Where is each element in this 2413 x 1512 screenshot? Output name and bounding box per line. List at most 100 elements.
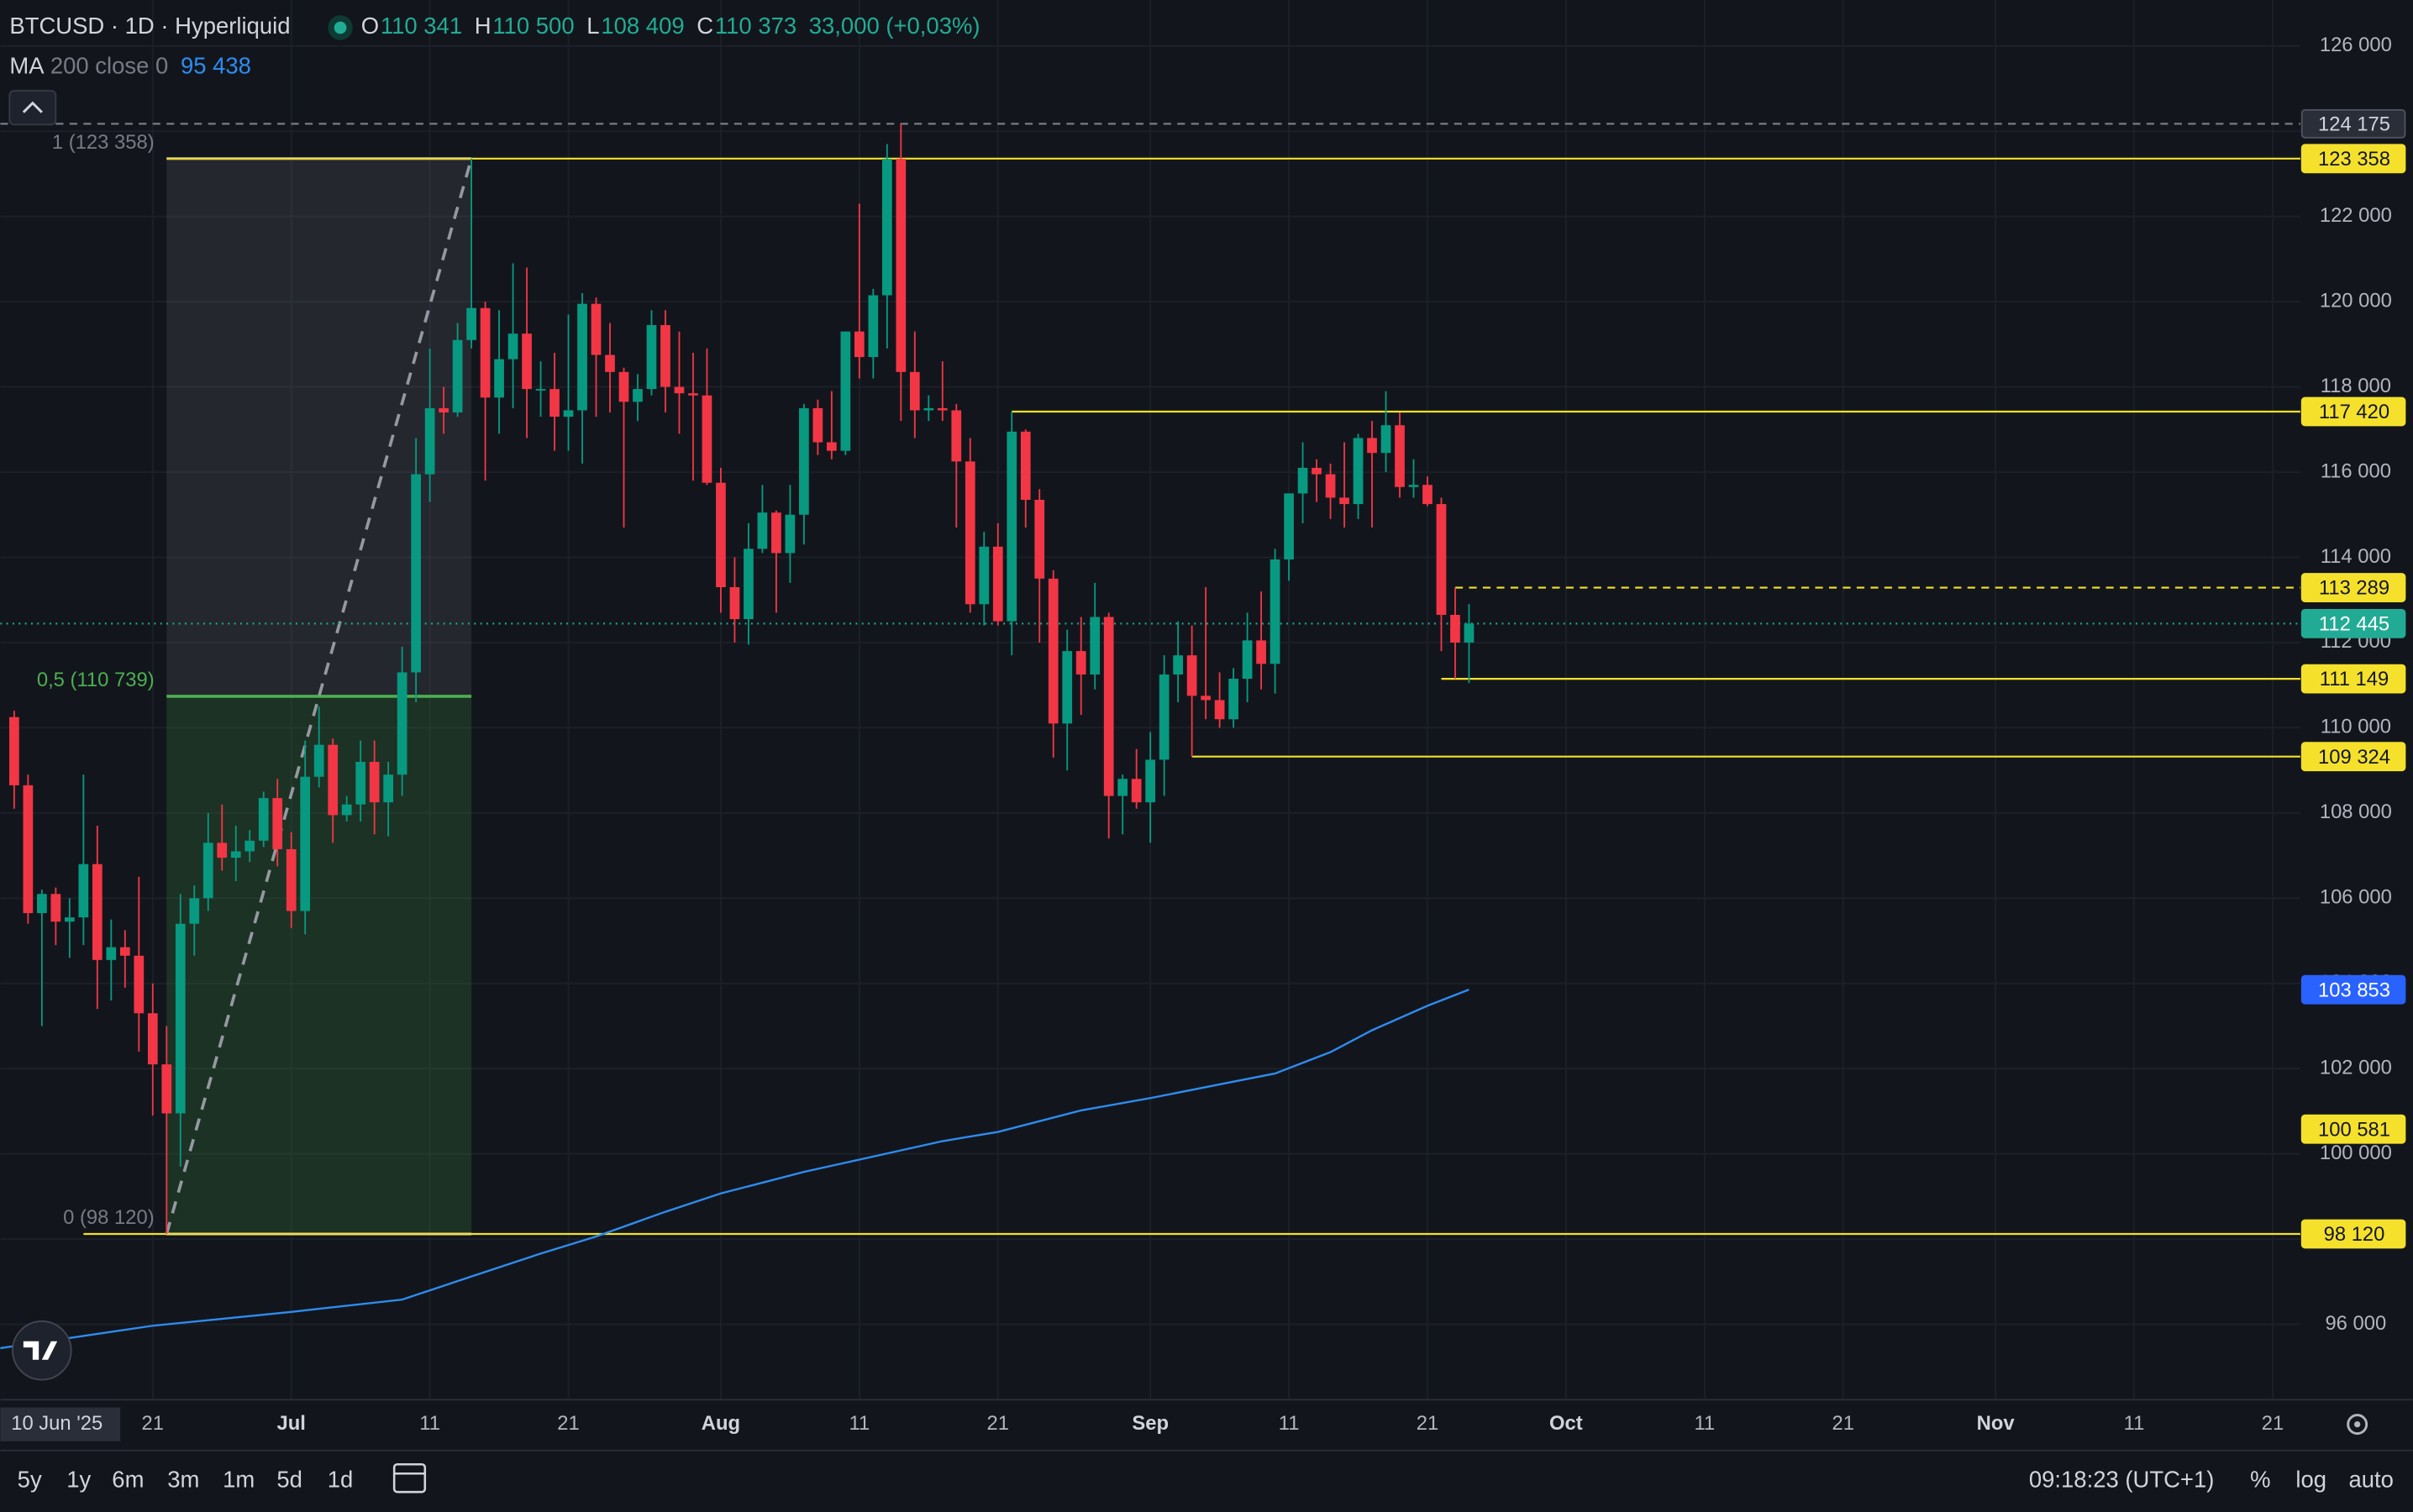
stat-key: O (361, 13, 379, 39)
status-dot (334, 21, 347, 34)
candle-body (1103, 617, 1114, 796)
candle-body (272, 798, 283, 849)
candle-body (286, 848, 297, 911)
stat-value: 110 341 (381, 13, 462, 39)
candle-body (328, 744, 339, 816)
y-tick-label: 108 000 (2320, 801, 2392, 823)
candle-body (466, 307, 476, 340)
x-tick-label: 11 (2124, 1412, 2145, 1435)
candle-body (175, 923, 186, 1114)
range-button[interactable]: 1y (66, 1467, 91, 1493)
y-tick-label: 102 000 (2320, 1056, 2392, 1079)
price-tag-label: 117 420 (2319, 401, 2389, 423)
candle-body (1090, 617, 1101, 675)
candle-body (646, 325, 657, 390)
fib-label: 0,5 (110 739) (37, 669, 155, 691)
range-button[interactable]: 1m (223, 1467, 255, 1493)
x-tick-label: 11 (419, 1412, 440, 1435)
candle-body (1145, 759, 1156, 803)
candle-body (1312, 467, 1322, 475)
settings-icon-center (2354, 1420, 2361, 1428)
price-tag (2300, 573, 2406, 602)
x-tick-label: 21 (2262, 1412, 2284, 1435)
settings-icon[interactable] (2347, 1414, 2368, 1436)
candle-body (9, 717, 19, 785)
candle-body (979, 546, 990, 605)
candle-body (923, 407, 934, 411)
indicator-params: 200 close 0 (50, 53, 168, 79)
candle-body (452, 339, 463, 413)
candle-body (439, 407, 449, 413)
stat-value: 108 409 (601, 13, 684, 39)
candle-body (202, 843, 213, 899)
stat-key: H (475, 13, 492, 39)
fib-label: 1 (123 358) (52, 131, 155, 154)
change: 33,000 (+0,03%) (809, 13, 980, 39)
candle-body (494, 359, 504, 398)
candle-body (78, 864, 89, 918)
candle-body (1367, 438, 1377, 454)
candle-body (605, 354, 615, 372)
candle-body (785, 514, 796, 554)
candle-body (1201, 696, 1211, 701)
candle-body (1242, 640, 1253, 680)
range-button[interactable]: 5y (18, 1467, 42, 1493)
candle-body (313, 744, 324, 777)
candle-body (1408, 485, 1419, 487)
stat-value: 110 373 (715, 13, 796, 39)
candle-body (688, 393, 698, 396)
candle-body (1214, 700, 1225, 720)
candle-body (744, 549, 754, 620)
candle-body (577, 303, 587, 411)
x-cursor-box (0, 1407, 121, 1441)
scale-option[interactable]: auto (2348, 1467, 2393, 1493)
range-button[interactable]: 6m (112, 1467, 144, 1493)
candle-body (1020, 431, 1031, 501)
logo-mark (23, 1341, 58, 1360)
candle-body (119, 947, 130, 956)
x-tick-label: 21 (1832, 1412, 1853, 1435)
candle-body (230, 851, 241, 858)
candle-body (1131, 779, 1142, 803)
x-tick-label: 11 (1279, 1412, 1300, 1435)
candle-body (1339, 497, 1349, 505)
price-tag-label: 109 324 (2318, 746, 2390, 769)
candle-body (702, 395, 712, 483)
scale-option[interactable]: % (2250, 1467, 2270, 1493)
date-range-icon[interactable] (392, 1462, 427, 1494)
price-tag-label: 111 149 (2320, 668, 2389, 690)
y-tick-label: 100 000 (2320, 1142, 2392, 1164)
y-tick-label: 126 000 (2320, 34, 2392, 56)
x-tick-label: Jul (277, 1412, 306, 1435)
candle-body (1422, 485, 1433, 505)
candle-body (854, 331, 865, 358)
range-button[interactable]: 5d (276, 1467, 302, 1493)
candle-body (896, 159, 907, 372)
logo[interactable] (12, 1320, 72, 1381)
candle-body (1325, 474, 1336, 498)
collapse-icon (22, 101, 43, 113)
price-tag-label: 123 358 (2318, 148, 2390, 171)
candle-body (1062, 651, 1073, 724)
price-tag-label: 112 445 (2319, 612, 2389, 635)
scale-option[interactable]: log (2295, 1467, 2326, 1493)
x-tick-label: Sep (1132, 1412, 1169, 1435)
candle-body (1173, 655, 1184, 675)
y-tick-label: 116 000 (2321, 459, 2391, 482)
candle-body (827, 442, 837, 451)
fib-trend-line (165, 158, 473, 1235)
candle-body (23, 785, 34, 914)
candle-body (1228, 679, 1238, 720)
candle-body (1256, 640, 1266, 664)
candle-body (1270, 559, 1280, 664)
stat-key: L (586, 13, 599, 39)
candle-body (881, 159, 892, 296)
collapse-button[interactable] (8, 90, 57, 126)
range-button[interactable]: 3m (167, 1467, 199, 1493)
candle-body (1007, 431, 1017, 622)
candle-body (965, 461, 975, 605)
range-button[interactable]: 1d (328, 1467, 354, 1493)
price-tag (2300, 396, 2406, 427)
candle-body (1436, 504, 1447, 615)
